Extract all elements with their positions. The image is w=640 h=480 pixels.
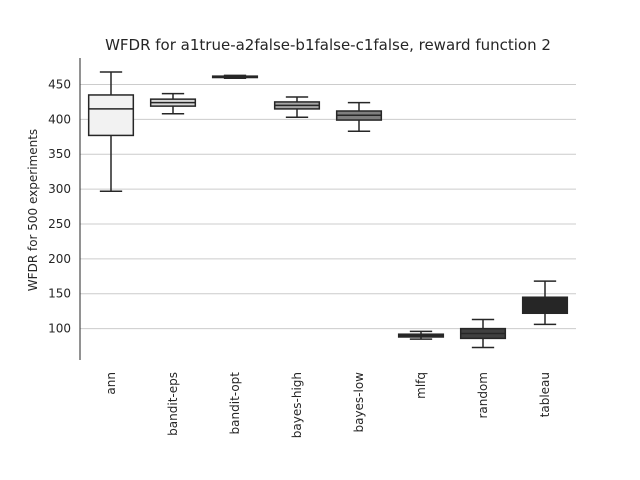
box-mlfq (397, 330, 445, 340)
y-axis-label: WFDR for 500 experiments (26, 129, 40, 291)
y-tick-label-400: 400 (48, 112, 71, 126)
y-tick-label-150: 150 (48, 287, 71, 301)
boxes (87, 71, 569, 349)
gridlines (80, 84, 576, 330)
box-bandit-eps (149, 92, 197, 115)
x-tick-label-bandit-opt: bandit-opt (228, 372, 242, 435)
y-tick-label-300: 300 (48, 182, 71, 196)
y-tick-label-100: 100 (48, 322, 71, 336)
iqr-box-tableau (521, 296, 569, 315)
x-tick-label-mlfq: mlfq (414, 372, 428, 399)
y-tick-label-250: 250 (48, 217, 71, 231)
box-bayes-high (273, 96, 321, 119)
x-tick-label-bayes-low: bayes-low (352, 372, 366, 433)
chart-title: WFDR for a1true-a2false-b1false-c1false,… (105, 36, 551, 54)
x-tick-label-random: random (476, 372, 490, 419)
x-tick-label-bayes-high: bayes-high (290, 372, 304, 438)
box-random (459, 318, 507, 349)
box-bayes-low (335, 101, 383, 132)
y-tick-label-450: 450 (48, 78, 71, 92)
box-bandit-opt (211, 74, 259, 79)
y-tick-label-350: 350 (48, 147, 71, 161)
x-tick-label-tableau: tableau (538, 372, 552, 417)
box-tableau (521, 280, 569, 326)
iqr-box-ann (87, 94, 135, 137)
box-ann (87, 71, 135, 192)
y-tick-labels: 100 150 200 250 300 350 400 450 (48, 78, 71, 336)
x-tick-label-ann: ann (104, 372, 118, 395)
x-tick-label-bandit-eps: bandit-eps (166, 372, 180, 436)
y-tick-label-200: 200 (48, 252, 71, 266)
x-tick-labels: ann bandit-eps bandit-opt bayes-high bayes-l… (104, 372, 552, 438)
